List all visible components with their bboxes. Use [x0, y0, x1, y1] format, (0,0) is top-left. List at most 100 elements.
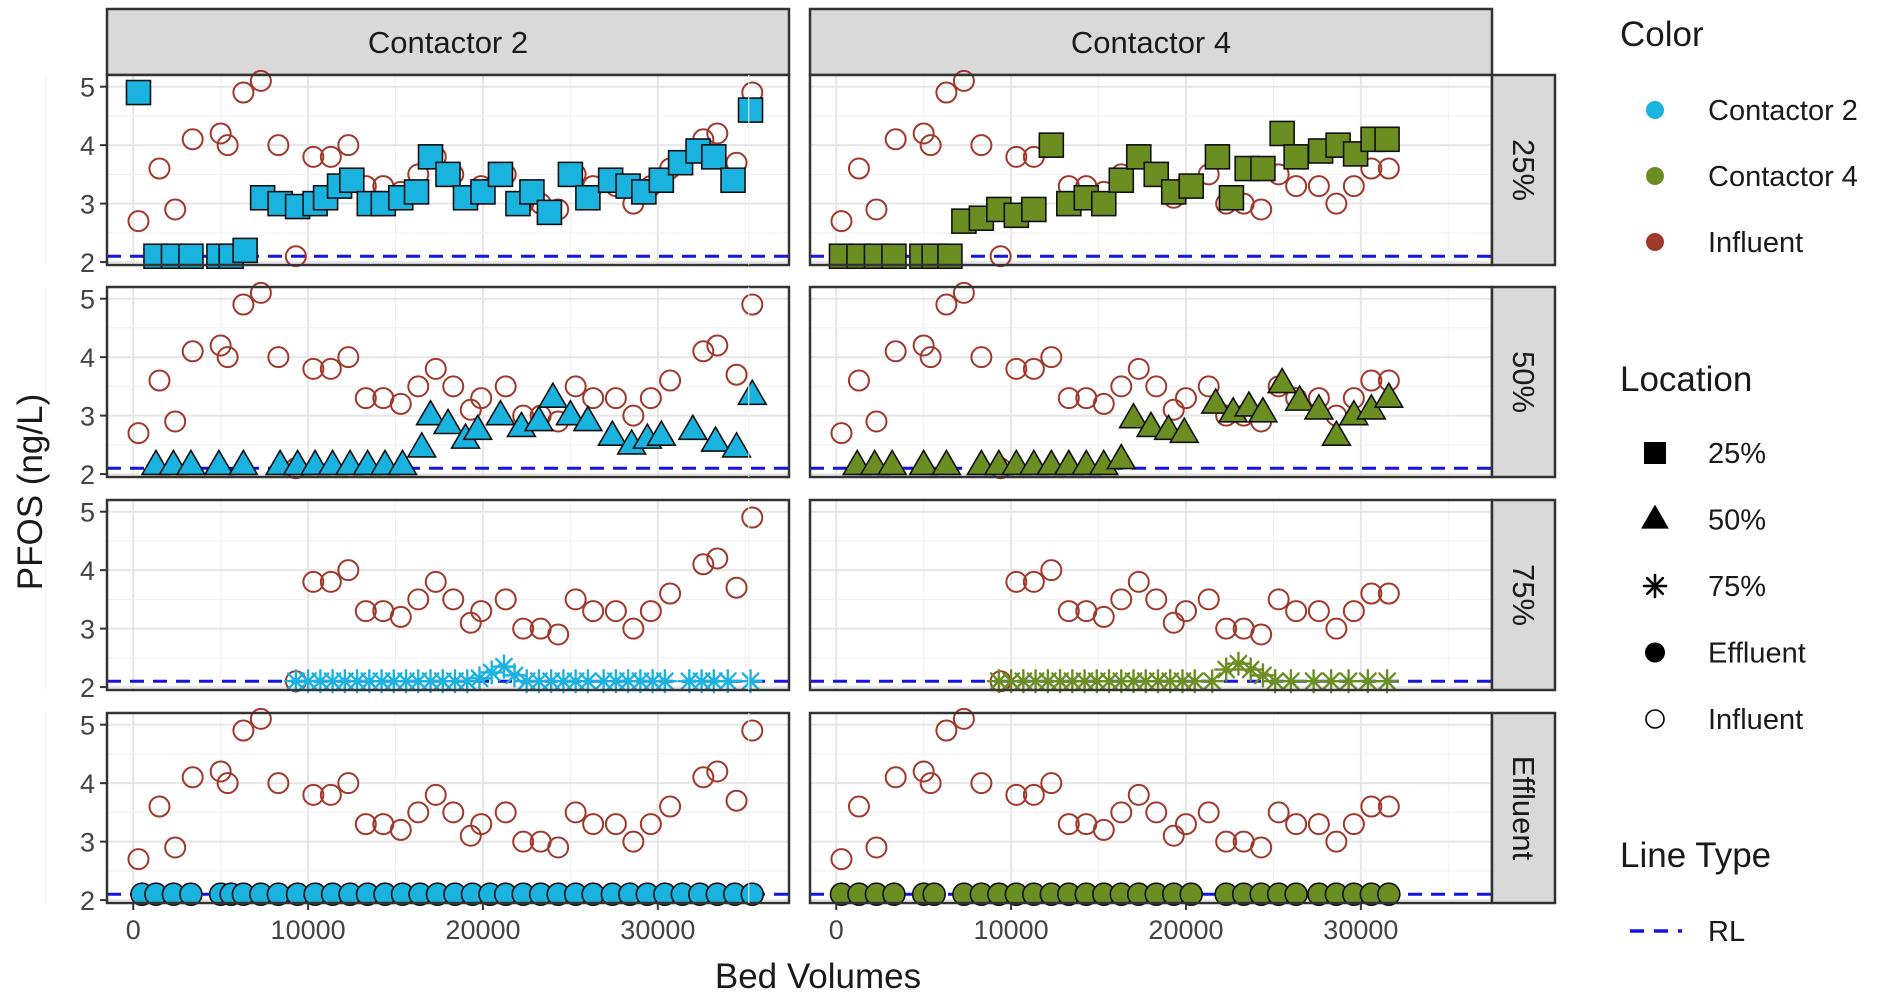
- influent-point: [706, 547, 729, 570]
- data-point: [406, 669, 431, 694]
- influent-point: [1267, 588, 1290, 611]
- influent-point: [164, 410, 187, 433]
- data-point: [572, 404, 604, 432]
- influent-point: [884, 766, 907, 789]
- legend-shape-label: Effluent: [1708, 638, 1806, 670]
- influent-point: [639, 600, 662, 623]
- influent-point: [302, 783, 325, 806]
- influent-point: [1127, 570, 1150, 593]
- data-point: [737, 97, 764, 123]
- x-tick-label: 20000: [1148, 915, 1223, 945]
- influent-point: [1145, 801, 1168, 824]
- y-tick-label: 4: [80, 556, 95, 586]
- influent-point: [1005, 145, 1028, 168]
- data-point: [1218, 184, 1245, 211]
- legend-shape-label: 50%: [1708, 505, 1766, 537]
- influent-point: [1145, 375, 1168, 398]
- influent-point: [1325, 192, 1348, 215]
- influent-point: [547, 836, 570, 859]
- row-strip-label: 75%: [1506, 564, 1541, 626]
- contactor-series: [130, 882, 765, 907]
- influent-point: [1174, 600, 1197, 623]
- influent-point: [865, 198, 888, 221]
- influent-point: [1092, 605, 1115, 628]
- data-point: [232, 237, 258, 264]
- influent-point: [706, 760, 729, 783]
- influent-point: [1342, 813, 1365, 836]
- influent-point: [354, 387, 377, 410]
- data-point: [487, 161, 514, 188]
- data-point: [700, 425, 731, 452]
- contactor-series: [841, 366, 1405, 476]
- influent-point: [1057, 813, 1080, 836]
- data-point: [736, 378, 768, 406]
- influent-point: [1250, 623, 1273, 646]
- row-strip: 75%: [1490, 498, 1557, 692]
- x-tick-label: 0: [126, 915, 141, 945]
- influent-point: [232, 719, 255, 742]
- column-strip-label: Contactor 4: [1071, 25, 1231, 60]
- y-tick-label: 3: [80, 615, 95, 645]
- row-strip: Effluent: [1490, 711, 1557, 905]
- y-tick-label: 5: [80, 285, 95, 315]
- influent-point: [847, 157, 870, 180]
- influent-point: [1325, 830, 1348, 853]
- influent-point: [1197, 588, 1220, 611]
- influent-point: [659, 582, 682, 605]
- row-strip-label: Effluent: [1506, 756, 1541, 861]
- data-point: [381, 669, 406, 694]
- influent-point: [512, 830, 535, 853]
- data-point: [1200, 669, 1225, 694]
- influent-point: [564, 588, 587, 611]
- data-point: [435, 161, 461, 188]
- influent-point: [935, 719, 958, 742]
- influent-point: [564, 375, 587, 398]
- data-point: [537, 381, 569, 408]
- influent-series: [127, 707, 764, 906]
- influent-point: [1285, 813, 1308, 836]
- contactor-series: [283, 654, 763, 694]
- data-point: [1318, 669, 1344, 694]
- data-point: [677, 413, 709, 441]
- data-point: [720, 167, 746, 194]
- influent-point: [604, 813, 627, 836]
- contactor-series: [986, 651, 1400, 694]
- influent-point: [919, 772, 942, 795]
- influent-point: [970, 346, 993, 369]
- data-point: [701, 144, 727, 170]
- influent-point: [952, 69, 975, 92]
- influent-point: [741, 293, 764, 316]
- data-point: [1204, 144, 1231, 170]
- influent-point: [1127, 783, 1150, 806]
- data-point: [1109, 669, 1134, 694]
- influent-point: [1174, 813, 1197, 836]
- legend-color-label: Contactor 4: [1708, 161, 1858, 193]
- data-point: [1377, 882, 1401, 907]
- influent-point: [1162, 398, 1185, 421]
- legend-color-label: Contactor 2: [1708, 95, 1858, 127]
- data-point: [406, 431, 438, 458]
- influent-point: [249, 69, 272, 92]
- data-point: [415, 399, 446, 426]
- data-point: [652, 669, 678, 694]
- influent-point: [407, 588, 430, 611]
- legend-shape-key: [1645, 642, 1665, 663]
- influent-point: [216, 346, 239, 369]
- data-point: [179, 882, 203, 907]
- influent-point: [692, 340, 715, 363]
- legend-shape-key: [1641, 504, 1669, 529]
- y-tick-label: 4: [80, 343, 95, 373]
- data-point: [1247, 396, 1279, 423]
- influent-point: [564, 801, 587, 824]
- influent-point: [337, 559, 360, 582]
- influent-point: [935, 293, 958, 316]
- influent-point: [1215, 617, 1238, 640]
- influent-point: [232, 293, 255, 316]
- influent-point: [127, 210, 150, 233]
- influent-point: [164, 198, 187, 221]
- influent-point: [302, 570, 325, 593]
- legend-shape-label: 75%: [1708, 571, 1766, 603]
- influent-point: [216, 772, 239, 795]
- data-point: [418, 669, 443, 694]
